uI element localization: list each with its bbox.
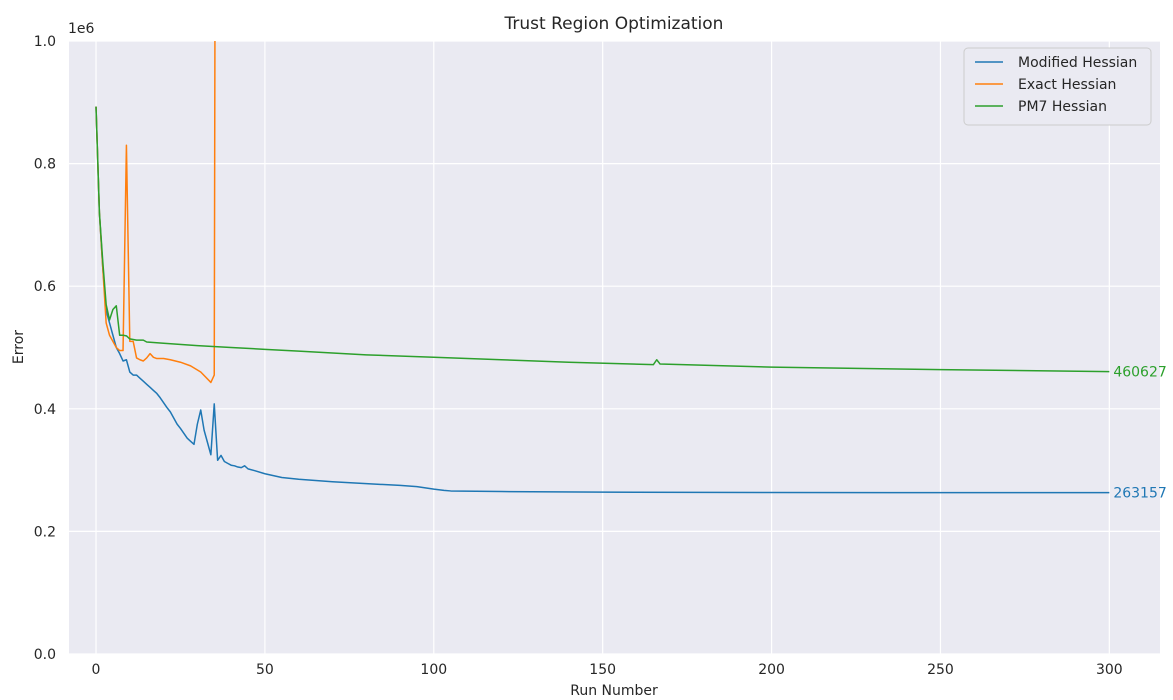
y-tick-label: 0.8 (34, 157, 56, 173)
end-value-label: 460627 (1113, 365, 1166, 381)
legend-label: Exact Hessian (1018, 77, 1116, 93)
legend: Modified Hessian Exact Hessian PM7 Hessian (963, 47, 1152, 126)
x-tick-label: 300 (1096, 662, 1123, 678)
legend-label: PM7 Hessian (1018, 99, 1107, 115)
y-tick-label: 1.0 (34, 34, 56, 50)
y-offset-label: 1e6 (68, 21, 95, 37)
end-value-label: 263157 (1113, 486, 1166, 502)
chart-title: Trust Region Optimization (504, 14, 724, 34)
y-tick-label: 0.4 (34, 402, 56, 418)
x-axis-title: Run Number (570, 683, 658, 699)
x-tick-labels: 0 50 100 150 200 250 300 (92, 662, 1123, 678)
x-tick-label: 100 (420, 662, 447, 678)
series-line-modified-hessian (95, 106, 1110, 494)
x-tick-label: 50 (256, 662, 274, 678)
y-tick-label: 0.6 (34, 279, 56, 295)
end-labels: 263157 460627 (1113, 365, 1166, 502)
plot-area (69, 41, 1160, 654)
x-tick-label: 0 (92, 662, 101, 678)
series-lines (95, 40, 1110, 494)
grid-lines (69, 40, 1160, 655)
y-tick-labels: 0.0 0.2 0.4 0.6 0.8 1.0 (34, 34, 56, 663)
y-tick-label: 0.0 (34, 647, 56, 663)
legend-box (963, 47, 1152, 126)
x-tick-label: 200 (758, 662, 785, 678)
legend-label: Modified Hessian (1018, 55, 1137, 71)
x-tick-label: 250 (927, 662, 954, 678)
y-axis-title: Error (11, 330, 27, 364)
y-tick-label: 0.2 (34, 524, 56, 540)
series-line-exact-hessian (95, 40, 216, 384)
x-tick-label: 150 (589, 662, 616, 678)
series-line-pm7-hessian (95, 106, 1110, 373)
